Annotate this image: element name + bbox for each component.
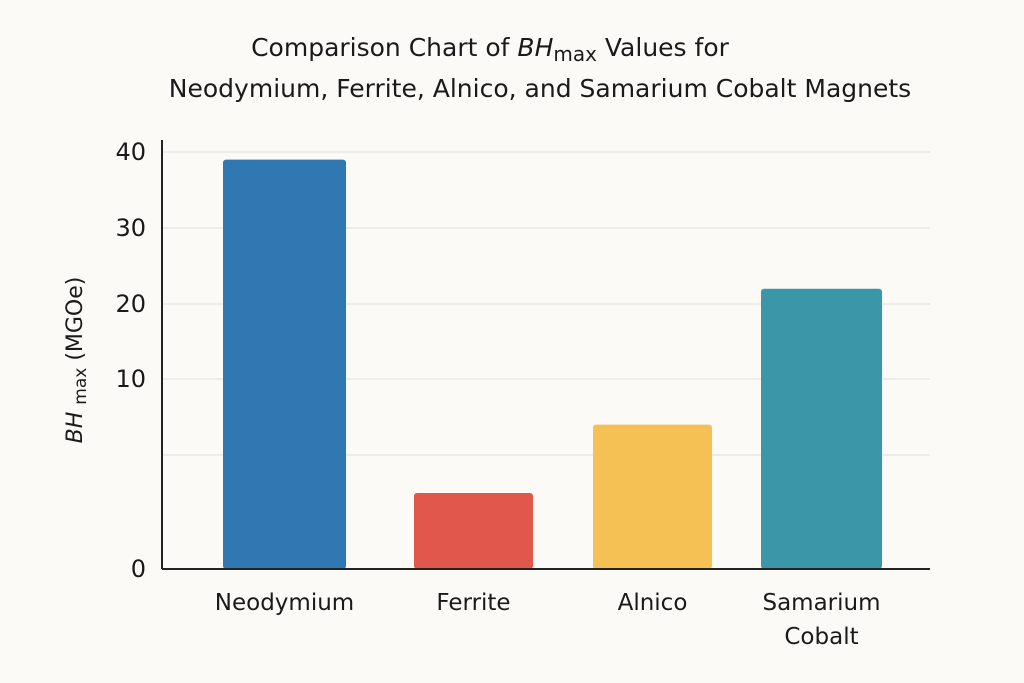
chart-title-line1: Comparison Chart of BHmax Values for	[251, 33, 730, 66]
y-tick-label: 0	[131, 555, 146, 583]
ylabel-unit: (MGOe)	[63, 277, 88, 368]
chart-title-line2: Neodymium, Ferrite, Alnico, and Samarium…	[169, 74, 911, 103]
title-bh: BH	[517, 33, 553, 62]
y-tick-label: 20	[115, 290, 146, 318]
title-text: Comparison Chart of	[251, 33, 517, 62]
y-tick-label: 10	[115, 365, 146, 393]
bar-samarium-cobalt	[761, 288, 882, 569]
ylabel-bh: BH	[63, 405, 88, 444]
x-tick-label: Cobalt	[784, 624, 858, 650]
bar-alnico	[593, 424, 712, 569]
x-tick-label: Neodymium	[215, 590, 354, 616]
title-text: Values for	[597, 33, 730, 62]
x-tick-label: Ferrite	[436, 590, 510, 616]
y-tick-label: 30	[115, 214, 146, 242]
ylabel-sub: max	[71, 368, 91, 405]
x-tick-label: Alnico	[618, 590, 688, 616]
y-tick-label: 40	[115, 138, 146, 166]
bar-neodymium	[223, 159, 346, 569]
x-tick-label: Samarium	[762, 590, 880, 616]
title-sub: max	[553, 42, 597, 66]
bar-ferrite	[414, 493, 533, 569]
y-axis-label: BH max (MGOe)	[63, 277, 91, 444]
